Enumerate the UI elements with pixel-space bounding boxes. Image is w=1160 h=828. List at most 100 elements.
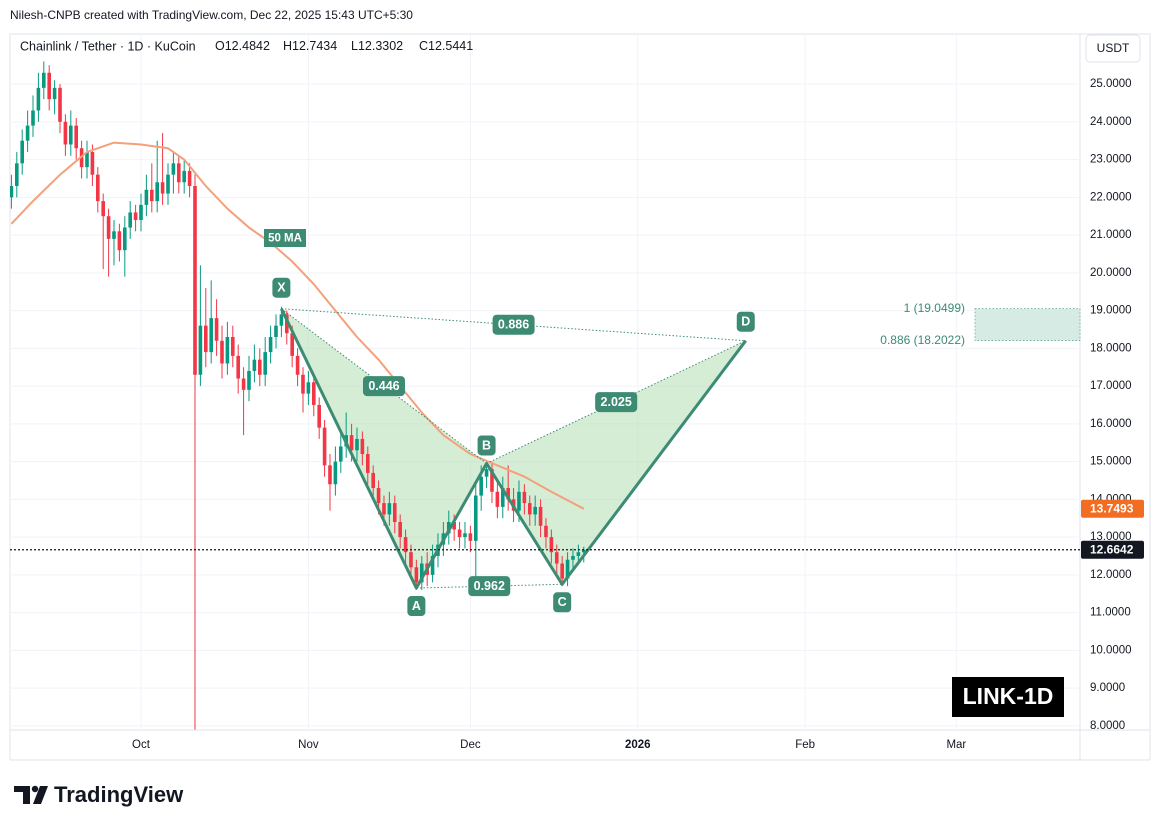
candle-body bbox=[581, 549, 586, 553]
candle-body bbox=[209, 318, 213, 353]
candle-body bbox=[295, 355, 300, 375]
pattern-point-label-bg bbox=[736, 311, 755, 332]
candle-body bbox=[139, 204, 143, 220]
candle-body bbox=[409, 552, 413, 568]
candle-body bbox=[317, 404, 321, 428]
grid: 8.0000 9.0000 10.0000 11.0000 12.0000 13.0000… bbox=[10, 35, 1132, 751]
candle-body bbox=[565, 559, 570, 579]
candle-body bbox=[257, 359, 262, 375]
y-tick-label: 8.0000 bbox=[1090, 720, 1125, 732]
header: Nilesh-CNPB created with TradingView.com… bbox=[10, 8, 413, 22]
candle-body bbox=[10, 186, 14, 198]
y-tick-label: 21.0000 bbox=[1090, 229, 1132, 241]
candle-body bbox=[473, 495, 478, 541]
candle-body bbox=[322, 427, 327, 466]
logo-shape bbox=[14, 786, 30, 804]
candle-body bbox=[468, 533, 473, 541]
candle-body bbox=[220, 340, 224, 364]
brand: TradingView bbox=[54, 782, 184, 807]
candle-body bbox=[225, 337, 230, 364]
candle-body bbox=[58, 87, 62, 122]
candle-body bbox=[387, 503, 392, 515]
ohlc-key: H bbox=[283, 39, 292, 53]
pattern-fill bbox=[281, 308, 487, 589]
candle-body bbox=[517, 491, 521, 511]
candle-body bbox=[554, 552, 559, 564]
candle-body bbox=[117, 231, 122, 251]
candle-body bbox=[74, 125, 79, 149]
candle-body bbox=[290, 333, 294, 356]
candle-body bbox=[576, 552, 581, 556]
logo-dot bbox=[31, 785, 39, 793]
x-tick-label: Nov bbox=[298, 739, 319, 751]
candle-body bbox=[47, 72, 52, 100]
ratio-label-bg bbox=[362, 376, 405, 397]
candle-body bbox=[414, 567, 419, 583]
y-tick-label: 11.0000 bbox=[1090, 607, 1131, 619]
ohlc-value: 12.3302 bbox=[358, 39, 403, 53]
pattern-point-label-bg bbox=[477, 435, 496, 456]
x-tick-label: Mar bbox=[946, 739, 966, 751]
candle-body bbox=[382, 503, 386, 515]
y-tick-label: 10.0000 bbox=[1090, 644, 1132, 656]
candle-body bbox=[544, 525, 548, 538]
pattern-point-label-bg bbox=[553, 592, 572, 613]
currency-button[interactable] bbox=[1085, 34, 1141, 63]
candle-body bbox=[149, 189, 154, 202]
overlay: 1 (19.0499) 0.886 (18.2022) X A B C D 0.446 0.96… bbox=[10, 229, 1144, 617]
candle-body bbox=[522, 491, 527, 504]
ohlc-value: 12.4842 bbox=[225, 39, 270, 53]
ohlc-key: C bbox=[419, 39, 428, 53]
ohlc-key: L bbox=[351, 39, 358, 53]
x-tick-label: 2026 bbox=[625, 739, 651, 751]
candle-body bbox=[106, 216, 111, 239]
ohlc-key: O bbox=[215, 39, 225, 53]
ratio-label: 0.446 bbox=[368, 379, 399, 393]
candle-body bbox=[398, 521, 402, 538]
candle-body bbox=[166, 174, 170, 194]
y-tick-label: 22.0000 bbox=[1090, 191, 1132, 203]
currency-label[interactable]: USDT bbox=[1097, 41, 1130, 55]
candle-body bbox=[193, 186, 197, 375]
candle-body bbox=[274, 325, 278, 338]
candle-body bbox=[328, 465, 332, 485]
plot-area bbox=[10, 61, 747, 730]
candle-body bbox=[500, 488, 505, 507]
candle-body bbox=[268, 337, 273, 353]
candle-body bbox=[36, 87, 41, 111]
brand-logo bbox=[14, 785, 48, 804]
candle-body bbox=[452, 521, 456, 530]
pattern-point-label-bg bbox=[272, 277, 291, 298]
y-tick-label: 17.0000 bbox=[1090, 380, 1132, 392]
candle-body bbox=[306, 382, 311, 394]
ratio-label-bg bbox=[468, 576, 511, 597]
ohlc-item: L12.3302 bbox=[351, 39, 403, 53]
candle-body bbox=[252, 359, 257, 371]
ma-line bbox=[10, 141, 585, 510]
symbol-title: Chainlink / Tether · 1D · KuCoin bbox=[20, 39, 196, 53]
pattern-point-label: C bbox=[558, 595, 567, 609]
pattern-fill bbox=[486, 340, 746, 585]
x-tick-label: Oct bbox=[132, 739, 151, 751]
candle-body bbox=[15, 163, 19, 187]
badge: LINK-1D bbox=[963, 683, 1054, 709]
candle-body bbox=[203, 325, 208, 353]
ratio-label-bg bbox=[492, 314, 535, 335]
candle-body bbox=[506, 488, 510, 500]
ratio-label: 2.025 bbox=[601, 395, 632, 409]
candle-body bbox=[349, 435, 354, 451]
candle-body bbox=[101, 201, 105, 217]
ohlc-item: C12.5441 bbox=[419, 39, 473, 53]
candle-body bbox=[198, 325, 203, 375]
candle-body bbox=[31, 110, 35, 126]
pattern-connector bbox=[281, 308, 746, 342]
candle-body bbox=[176, 163, 181, 183]
candle-body bbox=[230, 337, 235, 356]
candle-body bbox=[182, 170, 186, 183]
pattern-legs bbox=[280, 308, 747, 590]
candle-body bbox=[52, 87, 57, 100]
candle-body bbox=[463, 533, 467, 538]
candle-body bbox=[560, 563, 564, 579]
ma-annotation: 50 MA bbox=[268, 233, 302, 245]
